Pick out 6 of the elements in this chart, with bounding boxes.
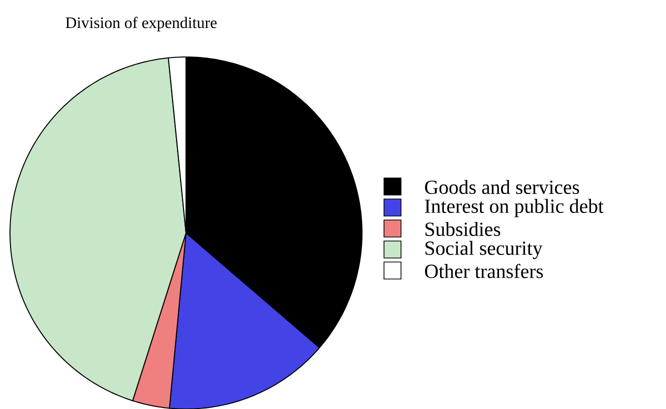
- legend-label: Other transfers: [425, 264, 543, 278]
- legend-label: Interest on public debt: [424, 198, 604, 217]
- legend-label: Social security: [426, 240, 542, 259]
- chart-title: Division of expenditure: [66, 16, 217, 32]
- legend-label: Goods and services: [425, 180, 580, 194]
- legend-label: Subsidies: [426, 222, 500, 236]
